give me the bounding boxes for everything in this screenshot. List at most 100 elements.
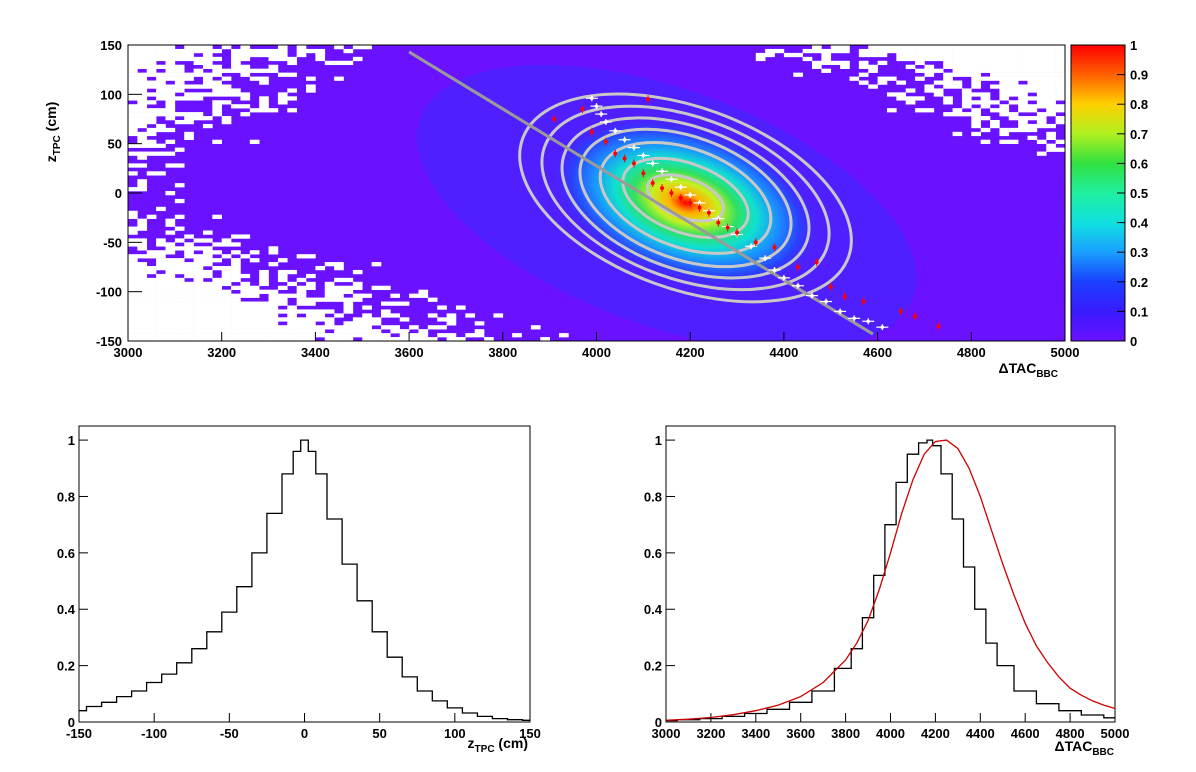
empty-bin — [971, 123, 981, 129]
empty-bin — [156, 151, 166, 156]
empty-bin — [830, 48, 841, 54]
empty-bin — [221, 289, 232, 294]
empty-bin — [961, 72, 972, 77]
empty-bin — [268, 333, 279, 338]
empty-bin — [390, 325, 401, 330]
empty-bin — [427, 313, 438, 318]
empty-bin — [268, 325, 279, 330]
empty-bin — [174, 76, 185, 81]
empty-bin — [306, 76, 316, 81]
empty-bin — [184, 269, 194, 275]
empty-bin — [128, 131, 138, 137]
empty-bin — [380, 325, 391, 330]
empty-bin — [1046, 60, 1056, 66]
empty-bin — [221, 76, 232, 81]
empty-bin — [165, 92, 176, 97]
empty-bin — [137, 155, 148, 160]
empty-bin — [868, 52, 878, 58]
empty-bin — [137, 277, 148, 283]
profile-point-red — [772, 243, 777, 252]
empty-bin — [1027, 123, 1038, 129]
empty-bin — [212, 337, 222, 341]
empty-bin — [971, 112, 981, 117]
empty-bin — [184, 262, 194, 267]
empty-bin — [1046, 56, 1056, 62]
empty-bin — [952, 60, 963, 66]
empty-bin — [212, 313, 222, 318]
right-y-tick-label: 0.4 — [644, 602, 663, 617]
empty-bin — [886, 76, 897, 81]
empty-bin — [277, 100, 288, 105]
empty-bin — [128, 76, 138, 81]
empty-bin — [137, 187, 148, 192]
empty-bin — [540, 337, 550, 341]
heatmap-y-tick-label: -150 — [96, 334, 122, 349]
empty-bin — [961, 96, 972, 101]
empty-bin — [971, 119, 981, 125]
empty-bin — [202, 297, 213, 302]
empty-bin — [455, 337, 466, 341]
empty-bin — [128, 151, 138, 156]
empty-bin — [277, 72, 288, 77]
empty-bin — [896, 92, 907, 97]
empty-bin — [249, 68, 260, 73]
right-x-ticks: 3000 3200 3400 3600 3800 4000 4200 4400 4600 4800… — [652, 713, 1129, 741]
empty-bin — [146, 92, 157, 97]
empty-bin — [980, 60, 991, 66]
empty-bin — [877, 76, 888, 81]
empty-bin — [268, 309, 279, 314]
left-y-tick-label: 0.4 — [57, 602, 76, 617]
heatmap-x-tick-label: 3600 — [395, 345, 424, 360]
empty-bin — [915, 76, 925, 81]
empty-bin — [231, 92, 241, 97]
empty-bin — [137, 313, 148, 318]
empty-bin — [137, 269, 148, 275]
empty-bin — [193, 68, 204, 73]
empty-bin — [409, 333, 419, 338]
empty-bin — [268, 293, 279, 298]
empty-bin — [193, 333, 204, 338]
empty-bin — [137, 96, 148, 101]
empty-bin — [212, 293, 222, 298]
empty-bin — [924, 56, 935, 62]
empty-bin — [202, 246, 213, 251]
empty-bin — [165, 317, 176, 322]
empty-bin — [174, 313, 185, 318]
empty-bin — [268, 56, 279, 62]
empty-bin — [193, 56, 204, 62]
empty-bin — [156, 84, 166, 89]
tac-histogram-model-line — [665, 439, 1116, 721]
empty-bin — [821, 68, 832, 73]
empty-bin — [128, 273, 138, 279]
profile-point-red — [735, 228, 740, 237]
empty-bin — [259, 313, 269, 318]
empty-bin — [240, 293, 251, 298]
empty-bin — [165, 191, 176, 196]
empty-bin — [259, 48, 269, 54]
empty-bin — [362, 317, 372, 322]
empty-bin — [343, 60, 354, 66]
empty-bin — [530, 325, 541, 330]
empty-bin — [343, 309, 354, 314]
empty-bin — [231, 52, 241, 58]
empty-bin — [259, 309, 269, 314]
empty-bin — [174, 198, 185, 204]
empty-bin — [184, 297, 194, 302]
empty-bin — [1008, 76, 1019, 81]
empty-bin — [146, 297, 157, 302]
empty-bin — [240, 92, 251, 97]
empty-bin — [174, 96, 185, 101]
empty-bin — [249, 285, 260, 290]
empty-bin — [990, 108, 1000, 113]
empty-bin — [221, 293, 232, 298]
heatmap-y-tick-label: 100 — [100, 87, 122, 102]
empty-bin — [174, 285, 185, 290]
empty-bin — [1027, 60, 1038, 66]
empty-bin — [1008, 127, 1019, 133]
empty-bin — [202, 72, 213, 77]
profile-point-white — [848, 315, 861, 322]
empty-bin — [1027, 88, 1038, 93]
empty-bin — [240, 45, 251, 50]
empty-bin — [156, 48, 166, 54]
empty-bin — [202, 321, 213, 326]
